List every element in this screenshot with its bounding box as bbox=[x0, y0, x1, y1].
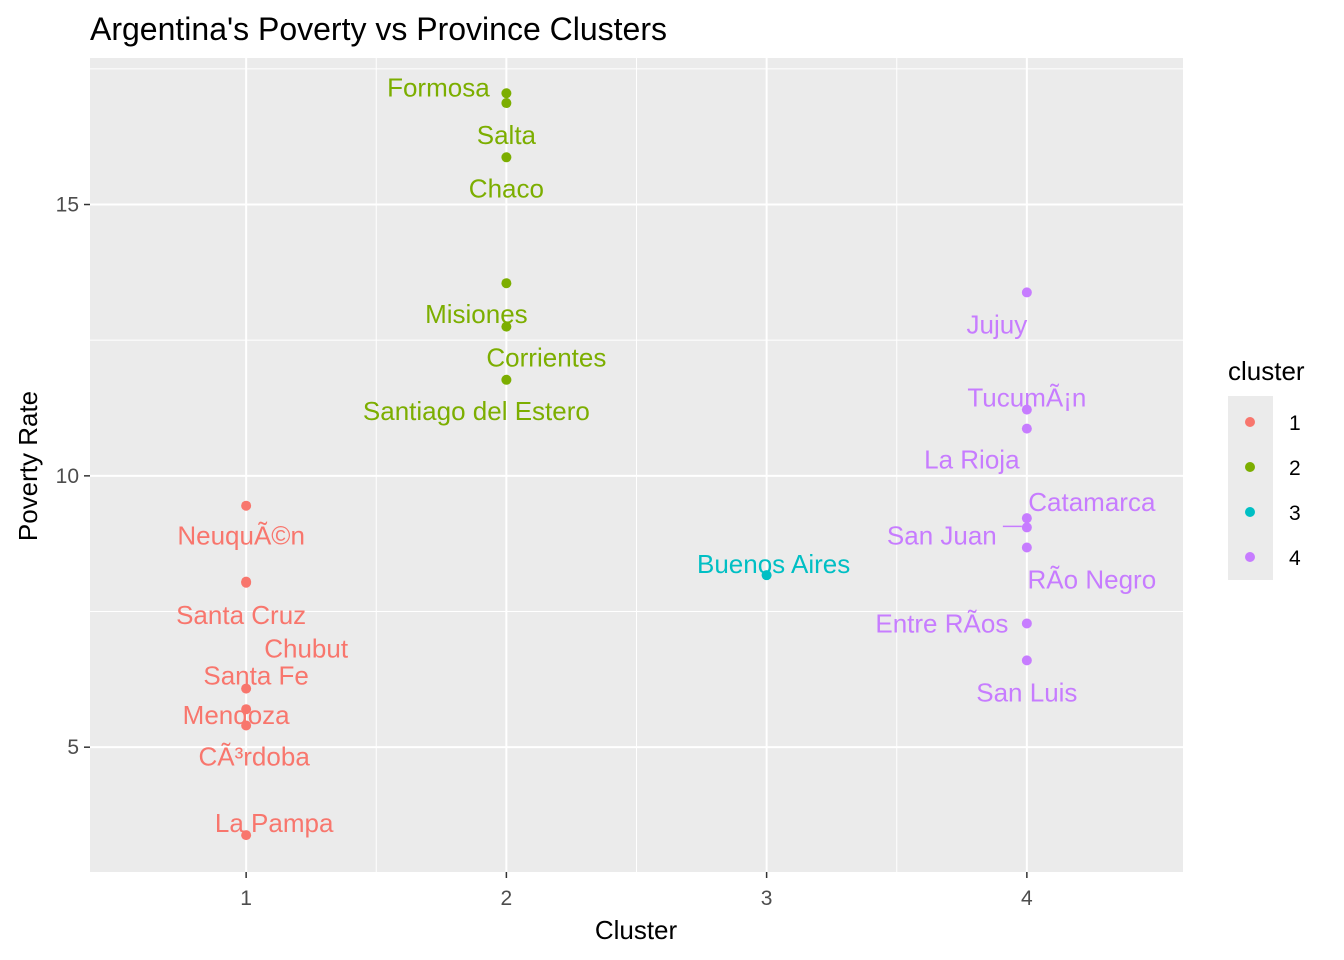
data-point bbox=[1021, 423, 1032, 434]
data-point bbox=[241, 500, 252, 511]
legend-key bbox=[1245, 417, 1255, 427]
legend-title: cluster bbox=[1228, 356, 1305, 386]
data-point bbox=[241, 830, 252, 841]
data-point bbox=[241, 720, 252, 731]
legend-key bbox=[1245, 462, 1255, 472]
point-label: NeuquÃ©n bbox=[177, 521, 305, 551]
data-point bbox=[501, 98, 512, 109]
point-label: Chubut bbox=[264, 634, 349, 664]
x-axis-title: Cluster bbox=[595, 915, 678, 945]
data-points bbox=[241, 88, 1032, 841]
point-label: La Rioja bbox=[924, 445, 1020, 475]
data-point bbox=[1021, 404, 1032, 415]
data-point bbox=[501, 374, 512, 385]
point-label: Corrientes bbox=[486, 343, 606, 373]
data-point bbox=[1021, 522, 1032, 533]
data-point bbox=[241, 683, 252, 694]
y-axis-title: Poverty Rate bbox=[13, 391, 43, 541]
point-label: Entre RÃ­os bbox=[875, 608, 1008, 638]
data-point bbox=[1021, 513, 1032, 524]
legend-key bbox=[1245, 507, 1255, 517]
point-label: San Luis bbox=[976, 677, 1077, 707]
point-label: Santa Fe bbox=[203, 661, 309, 691]
point-label: Salta bbox=[477, 120, 537, 150]
data-point bbox=[1021, 655, 1032, 666]
y-tick-label: 15 bbox=[56, 194, 79, 217]
point-label: CÃ³rdoba bbox=[199, 741, 311, 771]
y-tick-label: 5 bbox=[67, 736, 79, 759]
data-point bbox=[501, 152, 512, 163]
x-tick-label: 4 bbox=[1021, 887, 1033, 910]
data-point bbox=[241, 704, 252, 715]
data-point bbox=[501, 278, 512, 289]
chart-title: Argentina's Poverty vs Province Clusters bbox=[90, 11, 667, 47]
legend: cluster 1 2 3 4 bbox=[1228, 356, 1305, 580]
legend-label: 2 bbox=[1289, 457, 1301, 480]
legend-label: 1 bbox=[1289, 412, 1301, 435]
grid-lines bbox=[90, 58, 1183, 872]
point-label: La Pampa bbox=[215, 808, 334, 838]
point-labels: NeuquÃ©n Chubut Santa Cruz Santa Fe Mendoza C… bbox=[176, 72, 1156, 838]
point-label: Jujuy bbox=[967, 309, 1028, 339]
data-point bbox=[761, 570, 772, 581]
data-point bbox=[1021, 618, 1032, 629]
point-label: Misiones bbox=[425, 299, 528, 329]
point-label: Chaco bbox=[469, 173, 544, 203]
legend-key bbox=[1245, 552, 1255, 562]
point-label: Santiago del Estero bbox=[363, 396, 590, 426]
point-label: Santa Cruz bbox=[176, 600, 306, 630]
point-label: San Juan bbox=[887, 520, 997, 550]
point-label: RÃ­o Negro bbox=[1028, 564, 1157, 594]
data-point bbox=[1021, 287, 1032, 298]
legend-label: 4 bbox=[1289, 547, 1301, 570]
data-point bbox=[501, 88, 512, 99]
data-point bbox=[1021, 542, 1032, 553]
point-label: TucumÃ¡n bbox=[967, 383, 1086, 413]
point-label: Catamarca bbox=[1028, 487, 1156, 517]
x-tick-label: 2 bbox=[501, 887, 513, 910]
point-label: Buenos Aires bbox=[697, 549, 850, 579]
legend-label: 3 bbox=[1289, 502, 1301, 525]
axis-ticks: 1 2 3 4 5 10 15 bbox=[56, 194, 1033, 910]
x-tick-label: 1 bbox=[240, 887, 252, 910]
y-tick-label: 10 bbox=[56, 465, 79, 488]
data-point bbox=[501, 321, 512, 332]
data-point bbox=[241, 577, 252, 588]
point-label: Formosa bbox=[387, 72, 490, 102]
x-tick-label: 3 bbox=[761, 887, 773, 910]
point-label: Mendoza bbox=[183, 700, 290, 730]
